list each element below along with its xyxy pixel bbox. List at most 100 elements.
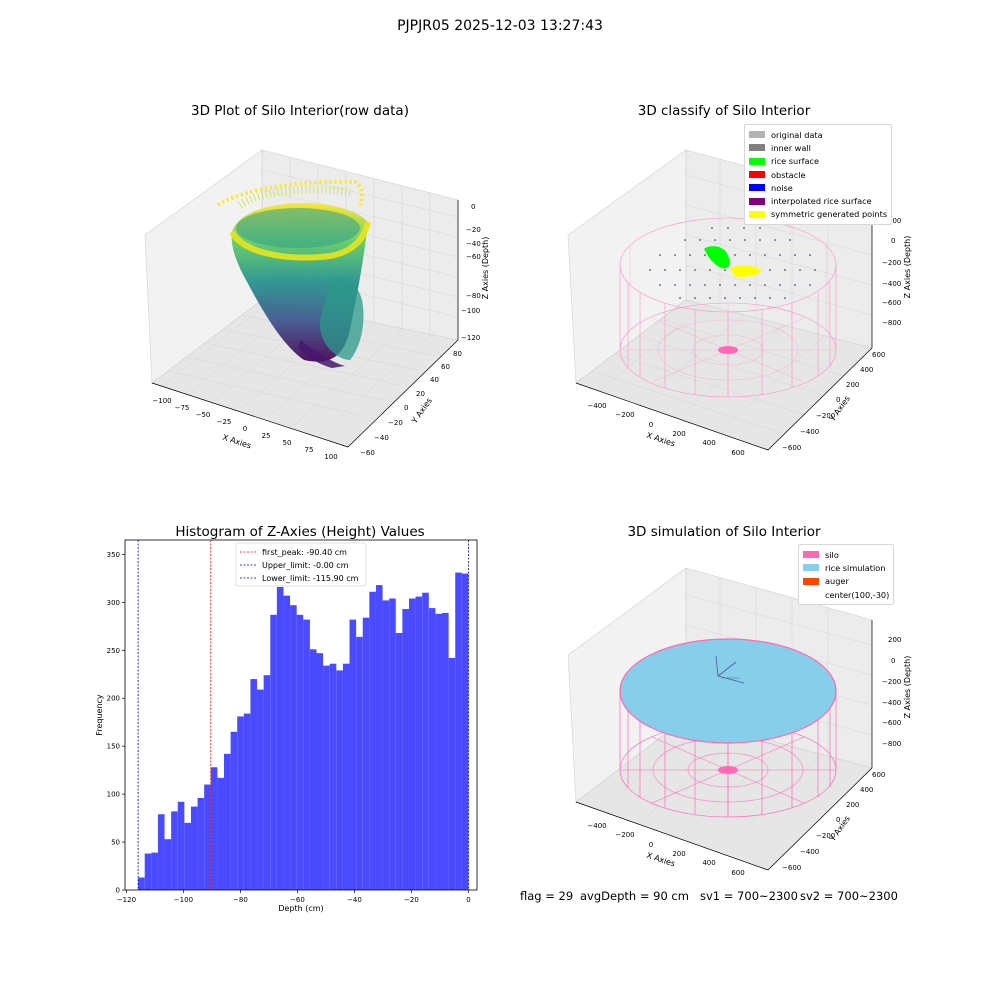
histogram-title: Histogram of Z-Axies (Height) Values [175, 524, 425, 540]
y-tick-label: 150 [107, 743, 120, 751]
classify-z-tick: 0 [891, 237, 895, 245]
raw-z-label: Z Axies (Depth) [481, 237, 490, 300]
histogram-y-ticks: 0 50 100 150 200 250 300 350 [107, 551, 125, 895]
histogram-bar [349, 619, 357, 890]
raw-x-tick: −75 [175, 404, 190, 412]
raw-3d-plot: −100 −75 −50 −25 0 25 50 75 100 X Axies … [144, 149, 490, 461]
histogram-bar [382, 600, 390, 890]
histogram-bar [237, 716, 244, 890]
footer-sv1: sv1 = 700~2300 [700, 889, 798, 903]
classify-y-tick: −600 [782, 444, 801, 452]
raw-y-tick: 60 [441, 363, 450, 371]
footer-sv2: sv2 = 700~2300 [800, 889, 898, 903]
simulation-silo-center [718, 766, 738, 774]
simulation-x-tick: 200 [672, 850, 685, 858]
simulation-x-tick: 400 [702, 859, 715, 867]
legend-swatch [803, 564, 819, 572]
histogram-bar [257, 689, 264, 890]
simulation-axes [575, 620, 873, 871]
histogram-bar [184, 822, 191, 890]
simulation-plot-title: 3D simulation of Silo Interior [627, 524, 821, 540]
classify-plot-title: 3D classify of Silo Interior [637, 103, 811, 119]
legend-swatch [803, 591, 819, 598]
classify-y-ticks: −600 −400 −200 0 200 400 600 [782, 351, 885, 452]
histogram-bar [415, 596, 423, 890]
simulation-3d-plot: −400 −200 0 200 400 600 X Axies −600 −40… [567, 567, 912, 877]
raw-y-tick: 80 [453, 350, 462, 358]
histogram-bar [151, 852, 158, 890]
raw-z-tick: 0 [471, 203, 475, 211]
raw-z-tick: −100 [461, 307, 480, 315]
simulation-y-tick: −600 [782, 864, 801, 872]
legend-swatch [749, 157, 765, 165]
histogram-bar [164, 839, 172, 890]
legend-swatch [803, 577, 819, 585]
histogram-bar [316, 653, 324, 890]
legend-entry: symmetric generated points [749, 208, 887, 221]
simulation-z-ticks: 200 0 −200 −400 −600 −800 [882, 636, 901, 748]
classify-y-tick: 600 [872, 351, 885, 359]
histogram-bar [138, 877, 145, 890]
histogram-bar [369, 591, 376, 890]
raw-plot-title: 3D Plot of Silo Interior(row data) [191, 103, 409, 119]
histogram-y-label: Frequency [95, 694, 104, 736]
histogram-bar [263, 675, 271, 890]
classify-z-label: Z Axies (Depth) [903, 236, 912, 299]
histogram-x-label: Depth (cm) [278, 904, 323, 913]
histogram-bar [171, 811, 178, 890]
histogram-bar [303, 619, 310, 890]
classify-x-tick: 0 [649, 421, 653, 429]
raw-z-tick: −80 [466, 292, 481, 300]
classify-z-tick: 200 [888, 217, 901, 225]
simulation-x-tick: 600 [731, 869, 744, 877]
raw-x-tick: 25 [262, 432, 271, 440]
simulation-x-tick: 0 [649, 841, 653, 849]
histogram-bar [428, 608, 436, 890]
histogram-bar [223, 753, 231, 890]
classify-grid [591, 159, 873, 434]
legend-entry: silo [803, 548, 889, 561]
histogram-bar [329, 663, 337, 890]
y-tick-label: 50 [111, 839, 120, 847]
legend-swatch [749, 197, 765, 205]
legend-label-first-peak: first_peak: -90.40 cm [262, 548, 347, 557]
simulation-y-tick: −400 [800, 848, 819, 856]
raw-y-tick: −40 [374, 434, 389, 442]
legend-entry: inner wall [749, 141, 887, 154]
x-tick-label: −80 [233, 896, 248, 904]
x-tick-label: −40 [347, 896, 362, 904]
classify-z-tick: −800 [882, 319, 901, 327]
histogram-bar [276, 586, 284, 890]
x-tick-label: −60 [290, 896, 305, 904]
raw-point-cloud [216, 179, 371, 368]
legend-swatch [749, 184, 765, 192]
legend-swatch [749, 131, 765, 139]
classify-y-tick: −200 [816, 412, 835, 420]
histogram-bar [395, 633, 403, 890]
classify-x-tick: −200 [615, 411, 634, 419]
simulation-z-tick: −200 [882, 678, 901, 686]
raw-y-label: Y Axies [409, 396, 434, 426]
classify-z-tick: −400 [882, 280, 901, 288]
raw-y-tick: −20 [388, 419, 403, 427]
simulation-x-tick: −200 [615, 831, 634, 839]
simulation-y-tick: 0 [836, 816, 840, 824]
y-tick-label: 0 [116, 887, 120, 895]
simulation-y-tick: 200 [846, 801, 859, 809]
histogram-bar [435, 613, 443, 890]
histogram-bar [296, 614, 304, 890]
histogram-bar [362, 617, 370, 890]
legend-swatch [803, 551, 819, 559]
simulation-y-tick: 400 [860, 786, 873, 794]
histogram-bar [217, 777, 224, 890]
raw-z-tick: −120 [461, 334, 480, 342]
legend-label-lower-limit: Lower_limit: -115.90 cm [262, 574, 359, 583]
legend-swatch [749, 210, 765, 218]
figure-title: PJPJR05 2025-12-03 13:27:43 [397, 18, 603, 34]
legend-entry: rice simulation [803, 561, 889, 574]
classify-symmetric-points [730, 265, 762, 277]
histogram-bar [389, 598, 396, 890]
y-tick-label: 350 [107, 551, 120, 559]
histogram-bar [309, 649, 317, 890]
histogram-bar [408, 598, 416, 890]
